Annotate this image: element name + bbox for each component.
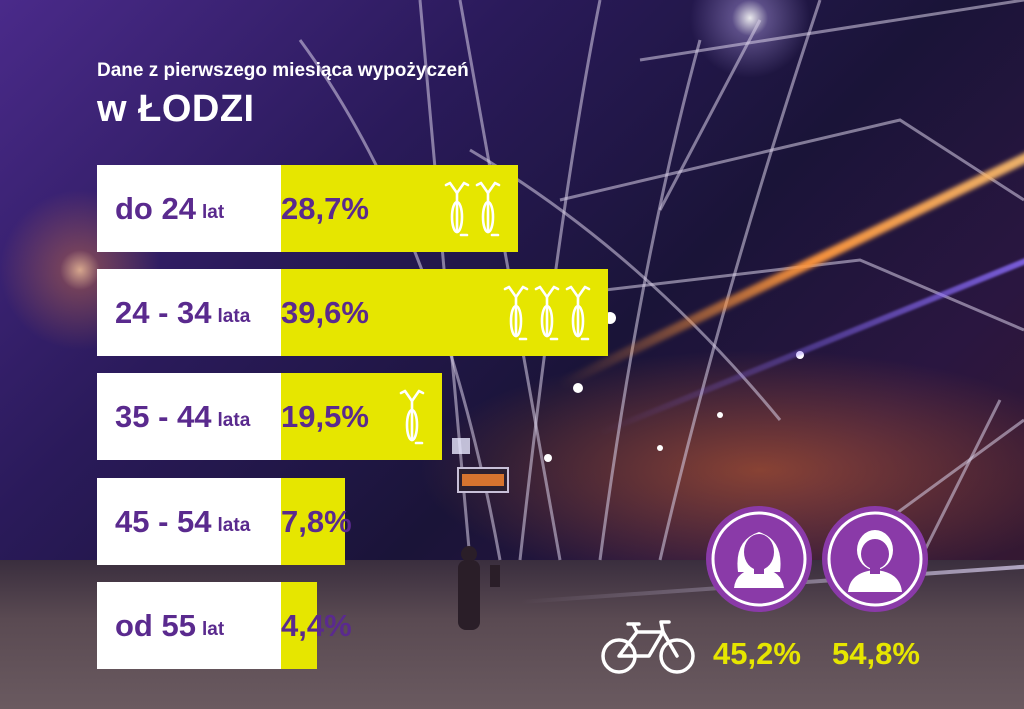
age-percentage: 4,4% <box>281 608 352 643</box>
age-unit: lata <box>217 409 251 431</box>
age-unit: lata <box>217 514 251 536</box>
male-percentage: 54,8% <box>832 636 920 671</box>
bike-icon <box>399 389 425 445</box>
bike-icon <box>534 285 560 341</box>
bike-icons <box>442 179 503 239</box>
age-label: 35 - 44 lata <box>97 373 281 460</box>
age-label: 45 - 54 lata <box>97 478 281 565</box>
bike-icon <box>503 285 529 341</box>
age-percentage: 28,7% <box>281 191 369 226</box>
age-percentage: 7,8% <box>281 504 352 539</box>
female-avatar-icon <box>706 506 812 612</box>
male-avatar-icon <box>822 506 928 612</box>
chart-title: w ŁODZI <box>97 88 255 130</box>
age-label: od 55 lat <box>97 582 281 669</box>
female-percentage: 45,2% <box>713 636 801 671</box>
age-bar <box>281 582 317 669</box>
age-range: 45 - 54 <box>115 503 212 539</box>
bike-icons <box>501 283 593 343</box>
age-bar <box>281 269 608 356</box>
age-range: 24 - 34 <box>115 294 212 330</box>
bicycle-icon <box>601 620 695 674</box>
age-percentage: 19,5% <box>281 399 369 434</box>
age-unit: lat <box>201 201 225 223</box>
bike-icon <box>565 285 591 341</box>
bike-icons <box>397 387 427 447</box>
bike-icon <box>475 181 501 237</box>
age-range: od 55 <box>115 607 196 643</box>
age-label: 24 - 34 lata <box>97 269 281 356</box>
age-bar <box>281 165 518 252</box>
age-label: do 24 lat <box>97 165 281 252</box>
age-unit: lata <box>217 305 251 327</box>
bike-icon <box>444 181 470 237</box>
chart-subtitle: Dane z pierwszego miesiąca wypożyczeń <box>97 60 469 81</box>
age-percentage: 39,6% <box>281 295 369 330</box>
age-range: do 24 <box>115 190 196 226</box>
age-range: 35 - 44 <box>115 398 212 434</box>
age-unit: lat <box>201 618 225 640</box>
age-bar <box>281 478 345 565</box>
